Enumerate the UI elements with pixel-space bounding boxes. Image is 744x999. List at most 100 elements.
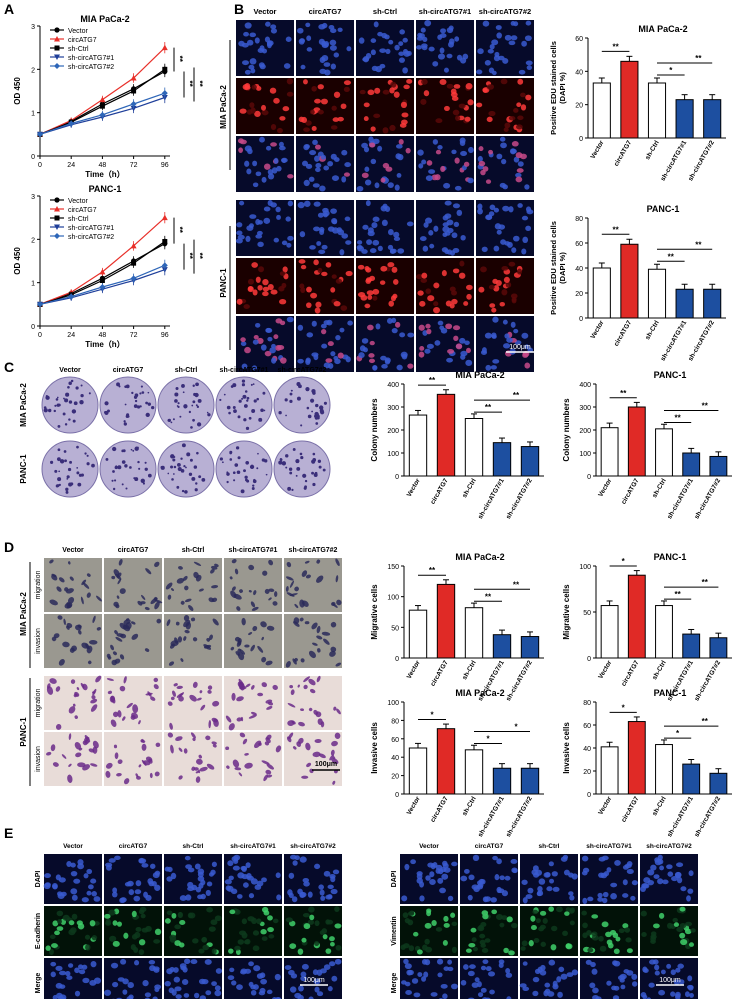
cell-nucleus xyxy=(337,352,344,359)
y-axis-label: OD 450 xyxy=(13,77,22,105)
colony xyxy=(140,478,145,483)
colony xyxy=(195,404,198,407)
cell-nucleus xyxy=(265,21,271,27)
cell-nucleus xyxy=(86,868,93,875)
stained-cell xyxy=(154,599,163,604)
chart-title: MIA PaCa-2 xyxy=(80,14,129,24)
colony xyxy=(223,393,226,396)
cell-nucleus xyxy=(433,301,439,307)
cell-nucleus xyxy=(339,327,345,333)
x-tick-label: sh-circATG7#1 xyxy=(477,477,506,520)
cell-nucleus xyxy=(429,871,435,878)
cell-nucleus xyxy=(409,910,415,915)
cell-nucleus xyxy=(432,139,439,145)
cell-nucleus xyxy=(552,980,558,987)
micrograph-tile xyxy=(224,906,282,956)
cell-nucleus xyxy=(254,110,261,118)
cell-nucleus xyxy=(419,346,425,351)
stained-cell xyxy=(335,662,342,667)
colony xyxy=(304,479,308,483)
cell-nucleus xyxy=(305,358,311,366)
cell-nucleus xyxy=(488,971,496,977)
cell-nucleus xyxy=(380,177,386,183)
cell-nucleus xyxy=(426,908,432,914)
cell-nucleus xyxy=(306,286,312,293)
stained-cell xyxy=(78,629,82,635)
colony xyxy=(58,470,61,473)
cell-nucleus xyxy=(258,266,265,273)
cell-nucleus xyxy=(532,976,540,983)
cell-nucleus xyxy=(224,879,232,885)
cell-nucleus xyxy=(416,45,422,50)
colony xyxy=(305,387,310,392)
x-tick-label: circATG7 xyxy=(429,477,449,505)
colony xyxy=(303,486,307,490)
cell-nucleus xyxy=(542,917,548,924)
cell-nucleus xyxy=(507,241,513,248)
y-tick-label: 0 xyxy=(395,656,399,663)
cell-nucleus xyxy=(257,220,263,225)
cell-nucleus xyxy=(339,249,345,256)
cell-nucleus xyxy=(422,36,428,43)
cell-nucleus xyxy=(441,270,447,277)
colony xyxy=(68,482,73,487)
bar-4 xyxy=(703,99,722,139)
stained-cell xyxy=(80,596,84,605)
column-header: sh-circATG7#1 xyxy=(586,843,632,850)
cell-nucleus xyxy=(260,978,268,985)
bar-2 xyxy=(464,418,484,477)
column-header: sh-circATG7#1 xyxy=(229,547,278,554)
cell-nucleus xyxy=(502,319,508,325)
cell-nucleus xyxy=(278,286,285,292)
stained-cell xyxy=(331,740,338,747)
colony xyxy=(201,478,206,482)
micrograph-tile xyxy=(44,614,102,668)
stained-cell xyxy=(289,593,298,597)
cell-nucleus xyxy=(287,235,294,241)
cell-nucleus xyxy=(450,912,456,918)
micrograph-tile xyxy=(44,558,102,612)
micrograph-tile xyxy=(356,136,414,192)
colony xyxy=(124,464,128,468)
sig-mark: * xyxy=(514,722,518,731)
stained-cell xyxy=(207,689,212,694)
stained-cell xyxy=(238,772,243,777)
colony xyxy=(180,469,185,473)
legend-entry: circATG7 xyxy=(68,37,97,44)
cell-nucleus xyxy=(490,897,497,903)
cell-nucleus xyxy=(440,28,447,34)
cell-nucleus xyxy=(431,919,437,927)
cell-nucleus xyxy=(77,863,85,870)
sig-mark: ** xyxy=(620,389,627,398)
cell-nucleus xyxy=(142,979,149,987)
cell-nucleus xyxy=(650,934,657,940)
row-label-assay: migration xyxy=(35,689,42,718)
row-label-stain: Vimentin xyxy=(391,916,398,945)
cell-nucleus xyxy=(536,891,542,897)
cell-nucleus xyxy=(236,222,243,228)
cell-nucleus xyxy=(306,47,313,52)
cell-nucleus xyxy=(482,166,489,172)
cell-nucleus xyxy=(431,174,439,181)
cell-nucleus xyxy=(128,889,135,896)
micrograph-tile xyxy=(400,854,458,904)
cell-nucleus xyxy=(687,985,694,991)
stained-cell xyxy=(257,692,264,697)
stained-cell xyxy=(288,732,294,740)
colony xyxy=(174,399,178,403)
bar-3 xyxy=(682,452,701,477)
cell-nucleus xyxy=(232,865,240,871)
stained-cell xyxy=(68,561,71,565)
cell-nucleus xyxy=(384,358,391,365)
cell-nucleus xyxy=(388,300,394,307)
cell-nucleus xyxy=(521,332,529,339)
stained-cell xyxy=(55,723,62,730)
cell-nucleus xyxy=(458,272,466,279)
cell-nucleus xyxy=(317,84,324,90)
scale-bar-label: 100μm xyxy=(509,344,531,351)
cell-nucleus xyxy=(185,864,193,870)
stained-cell xyxy=(84,734,91,743)
column-header: sh-circATG7#2 xyxy=(289,547,338,554)
tile-bg xyxy=(224,614,282,668)
